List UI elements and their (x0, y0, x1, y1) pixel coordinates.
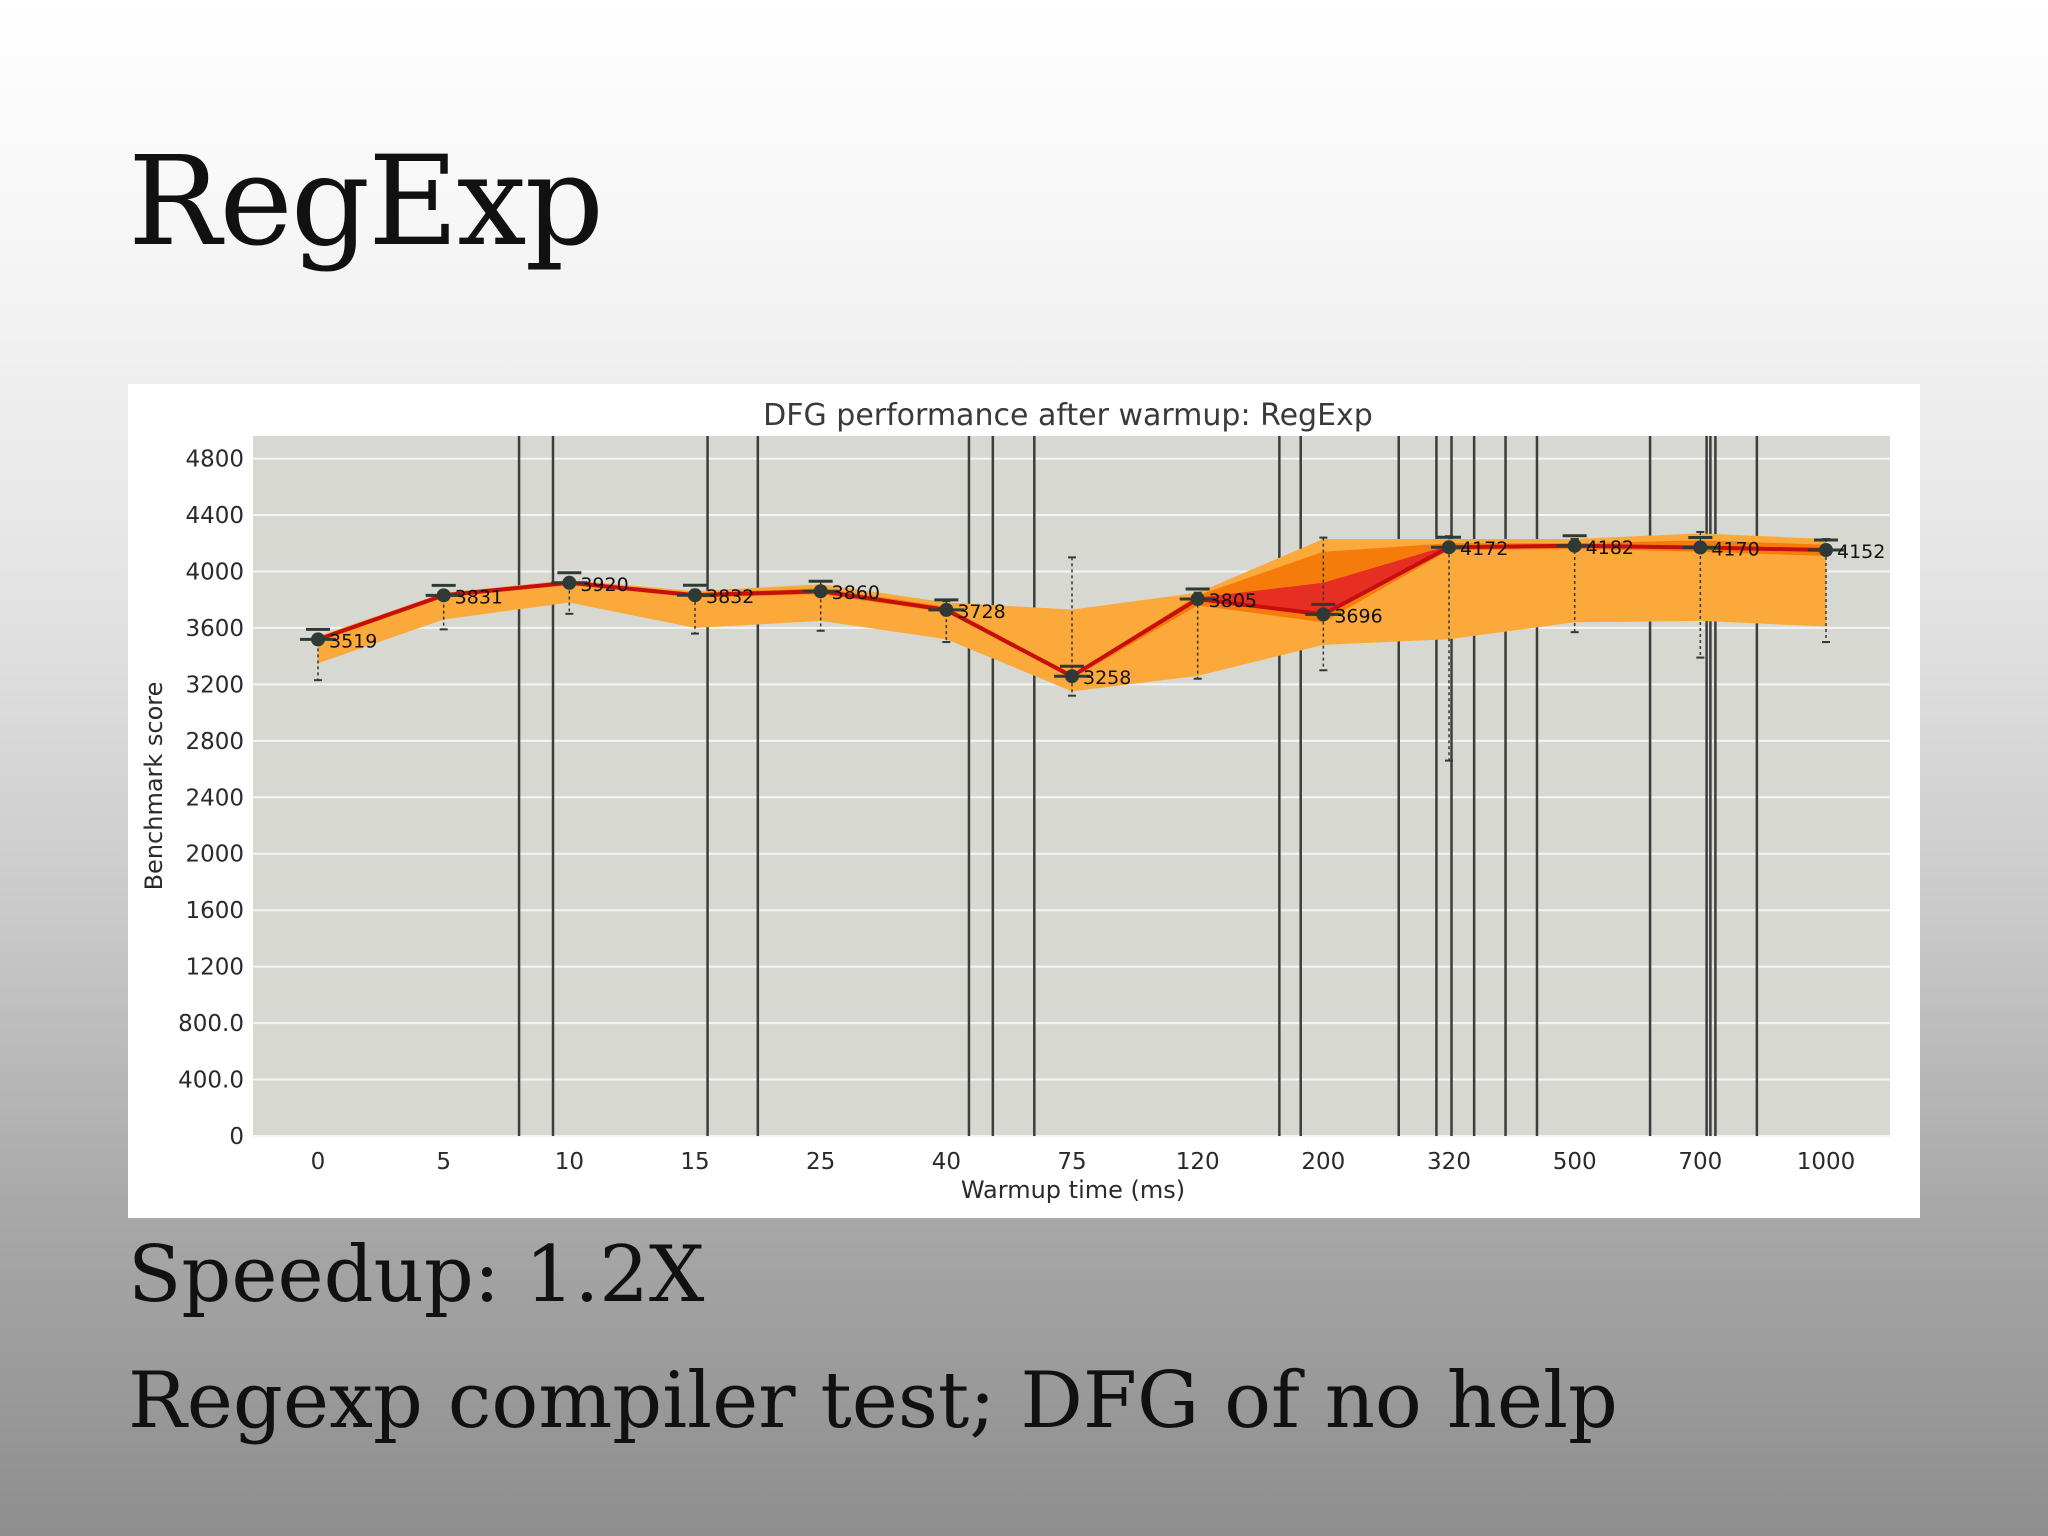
y-tick-label: 2800 (185, 729, 244, 755)
x-tick-label: 700 (1678, 1149, 1722, 1175)
data-label: 3258 (1083, 667, 1131, 689)
y-tick-label: 4800 (185, 447, 244, 473)
data-label: 3696 (1334, 605, 1382, 627)
data-label: 3832 (706, 586, 754, 608)
data-label: 3920 (580, 574, 628, 596)
data-label: 3519 (329, 630, 377, 652)
x-tick-label: 0 (311, 1149, 326, 1175)
y-tick-label: 2000 (185, 842, 244, 868)
y-tick-label: 400.0 (178, 1068, 244, 1094)
x-tick-label: 75 (1057, 1149, 1086, 1175)
y-tick-label: 1200 (185, 955, 244, 981)
data-labels: 3519 3831 3920 3832 3860 3728 3258 3805 3696 4172… (329, 537, 1885, 689)
speedup-text: Speedup: 1.2X (128, 1230, 705, 1320)
x-tick-label: 10 (555, 1149, 584, 1175)
slide-title: RegExp (128, 130, 604, 274)
data-point (1442, 540, 1456, 555)
data-point (1065, 669, 1079, 684)
y-tick-label: 3200 (185, 672, 244, 698)
x-tick-label: 320 (1427, 1149, 1471, 1175)
y-tick-label: 1600 (185, 898, 244, 924)
y-axis-ticks: 0 400.0 800.0 1200 1600 2000 2400 2800 3200 3600 4… (178, 447, 244, 1150)
data-point (688, 588, 702, 603)
summary-text: Regexp compiler test; DFG of no help (128, 1356, 1618, 1446)
data-point (1316, 607, 1331, 622)
data-point (1567, 538, 1582, 553)
x-tick-label: 500 (1553, 1149, 1597, 1175)
data-label: 3860 (832, 582, 880, 604)
data-point (1819, 543, 1833, 558)
x-tick-label: 1000 (1797, 1149, 1856, 1175)
chart-title: DFG performance after warmup: RegExp (763, 398, 1373, 433)
data-label: 4152 (1837, 541, 1885, 563)
x-axis-label: Warmup time (ms) (961, 1176, 1185, 1204)
data-label: 3728 (957, 601, 1005, 623)
data-point (311, 632, 325, 647)
data-label: 4172 (1460, 538, 1508, 560)
x-tick-label: 25 (806, 1149, 835, 1175)
data-points (300, 534, 1844, 684)
data-point (1190, 592, 1205, 607)
y-axis-label: Benchmark score (140, 682, 168, 891)
x-tick-label: 200 (1301, 1149, 1345, 1175)
y-tick-label: 800.0 (178, 1011, 244, 1037)
data-point (1693, 540, 1708, 555)
data-point (436, 588, 451, 603)
chart-panel: 3519 3831 3920 3832 3860 3728 3258 3805 3696 4172… (128, 384, 1920, 1218)
performance-chart: 3519 3831 3920 3832 3860 3728 3258 3805 3696 4172… (140, 398, 1890, 1204)
y-tick-label: 4000 (185, 559, 244, 585)
data-label: 3805 (1209, 590, 1257, 612)
data-point (939, 602, 954, 617)
y-tick-label: 4400 (185, 503, 244, 529)
y-tick-label: 0 (229, 1124, 244, 1150)
data-label: 4170 (1711, 538, 1759, 560)
y-tick-label: 2400 (185, 785, 244, 811)
x-tick-label: 120 (1176, 1149, 1220, 1175)
data-label: 3831 (455, 586, 503, 608)
y-tick-label: 3600 (185, 616, 244, 642)
x-tick-label: 15 (680, 1149, 709, 1175)
x-axis-ticks: 0 5 10 15 25 40 75 120 200 320 500 700 1000 (311, 1149, 1856, 1175)
data-label: 4182 (1586, 537, 1634, 559)
x-tick-label: 5 (436, 1149, 451, 1175)
data-point (813, 584, 828, 599)
data-point (562, 575, 577, 590)
x-tick-label: 40 (932, 1149, 961, 1175)
